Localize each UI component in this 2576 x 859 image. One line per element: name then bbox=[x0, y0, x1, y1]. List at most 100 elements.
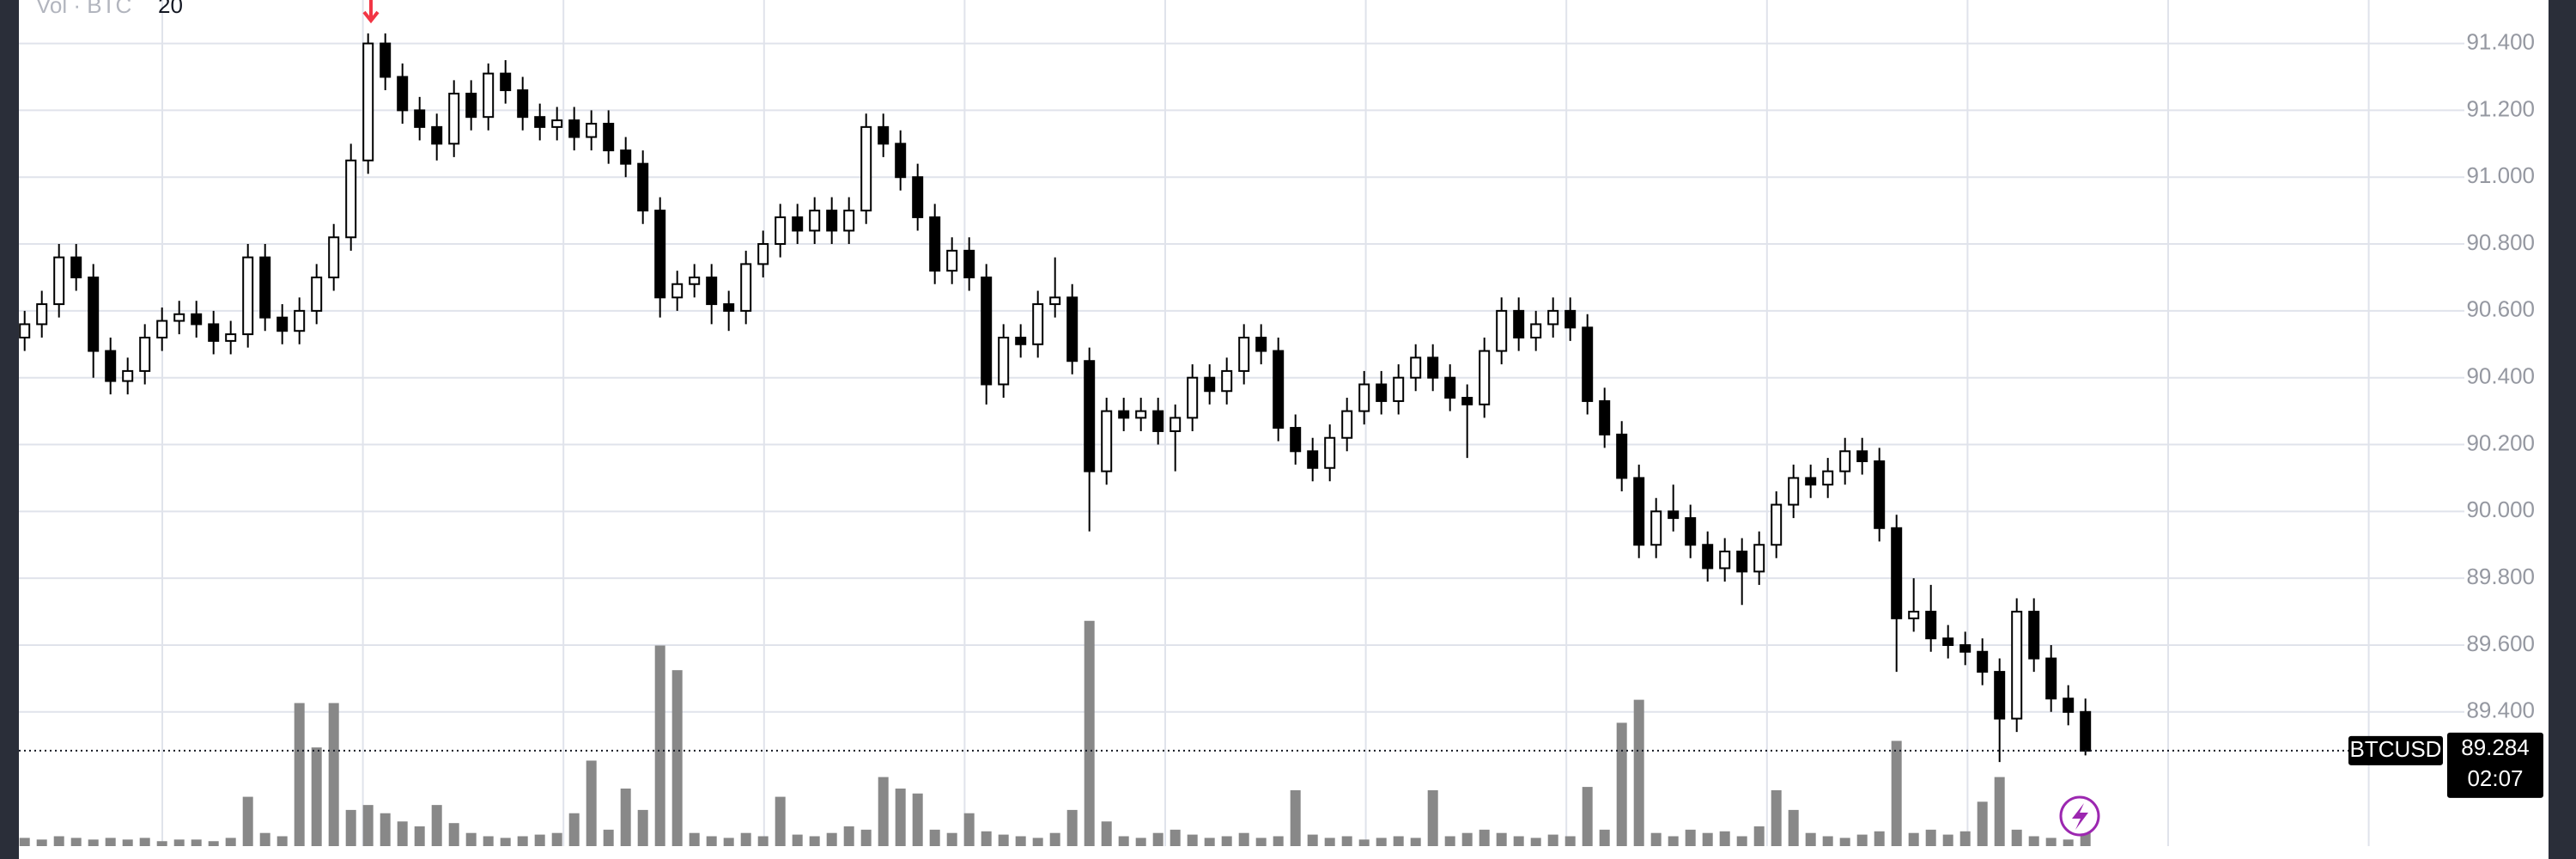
candle-body bbox=[1290, 427, 1302, 453]
candle-body bbox=[500, 72, 512, 92]
grid: 89.400 89.600 89.800 90.000 90.200 90.400 90.6… bbox=[19, 0, 2535, 846]
candle-body bbox=[723, 303, 735, 312]
volume-bar bbox=[860, 829, 872, 846]
y-tick-label: 89.600 bbox=[2466, 631, 2535, 656]
y-tick-label: 91.000 bbox=[2466, 162, 2535, 188]
candle-body bbox=[2045, 657, 2057, 700]
volume-bar bbox=[122, 839, 133, 846]
volume-bar bbox=[294, 703, 305, 846]
candle-body bbox=[1015, 336, 1027, 345]
candle-body bbox=[1616, 433, 1628, 479]
candles bbox=[19, 33, 2092, 763]
volume-bar bbox=[328, 703, 339, 846]
volume-ma-length: 20 bbox=[158, 0, 183, 18]
volume-bar bbox=[1238, 832, 1249, 846]
volume-bar bbox=[1032, 838, 1043, 846]
candle-body bbox=[1977, 650, 1989, 673]
candle-body bbox=[1221, 369, 1233, 393]
candle-body bbox=[448, 92, 460, 145]
candle-body bbox=[483, 72, 495, 119]
candle-body bbox=[1410, 356, 1422, 379]
volume-bar bbox=[1479, 829, 1490, 846]
volume-bar bbox=[723, 838, 734, 846]
volume-bar bbox=[637, 809, 648, 846]
candle-body bbox=[1668, 510, 1680, 520]
candle-body bbox=[362, 42, 374, 161]
candle-body bbox=[1084, 360, 1096, 472]
volume-bar bbox=[1049, 832, 1060, 846]
volume-bar bbox=[1170, 829, 1181, 846]
volume-bar bbox=[1496, 832, 1507, 846]
volume-bar bbox=[1633, 699, 1644, 846]
volume-bar bbox=[431, 805, 442, 846]
candle-body bbox=[173, 313, 185, 322]
candle-body bbox=[809, 210, 821, 232]
candle-body bbox=[1135, 410, 1147, 419]
candle-body bbox=[706, 276, 718, 306]
candle-body bbox=[1547, 309, 1559, 326]
lightning-bolt[interactable] bbox=[2072, 803, 2088, 830]
volume-bar bbox=[1805, 832, 1816, 846]
candle-body bbox=[2080, 710, 2092, 752]
candle-body bbox=[912, 176, 924, 218]
volume-bar bbox=[1273, 836, 1284, 846]
candle-body bbox=[225, 333, 237, 342]
volume-bar bbox=[1221, 836, 1232, 846]
candle-body bbox=[276, 316, 289, 332]
candle-body bbox=[1152, 410, 1164, 432]
volume-bar bbox=[792, 834, 803, 846]
volume-bar bbox=[191, 839, 202, 846]
candle-body bbox=[70, 256, 82, 278]
volume-bar bbox=[225, 838, 236, 846]
volume-bar bbox=[1204, 838, 1215, 846]
volume-bar bbox=[1427, 789, 1438, 846]
candle-body bbox=[517, 89, 529, 119]
candle-body bbox=[1479, 350, 1491, 405]
volume-bar bbox=[1444, 836, 1455, 846]
candle-body bbox=[2063, 698, 2075, 713]
volume-bar bbox=[843, 826, 854, 846]
candle-body bbox=[242, 256, 254, 336]
candle-body bbox=[414, 109, 426, 128]
candle-body bbox=[1788, 477, 1800, 506]
candle-body bbox=[88, 276, 100, 352]
y-tick-label: 90.800 bbox=[2466, 229, 2535, 255]
candle-body bbox=[895, 143, 907, 179]
candle-body bbox=[1994, 671, 2006, 720]
volume-bar bbox=[1066, 809, 1078, 846]
candle-body bbox=[568, 119, 580, 138]
volume-bar bbox=[500, 838, 511, 846]
volume-bar bbox=[173, 839, 185, 846]
y-tick-label: 90.200 bbox=[2466, 430, 2535, 455]
volume-bar bbox=[345, 809, 356, 846]
volume-bar bbox=[689, 832, 700, 846]
candle-body bbox=[345, 159, 357, 239]
lightning-icon[interactable] bbox=[2059, 795, 2100, 837]
candle-body bbox=[1925, 611, 1937, 640]
volume-bar bbox=[929, 829, 940, 846]
candle-body bbox=[1822, 470, 1834, 486]
volume-bar bbox=[36, 839, 47, 846]
volume-bar bbox=[1685, 829, 1696, 846]
candle-body bbox=[1856, 450, 1868, 462]
volume-bar bbox=[1084, 620, 1095, 846]
volume-legend: Vol · BTC bbox=[36, 0, 131, 18]
volume-bar bbox=[1101, 821, 1112, 846]
volume-bar bbox=[2011, 829, 2022, 846]
candle-body bbox=[1341, 410, 1353, 439]
volume-bar bbox=[2045, 838, 2057, 846]
candle-body bbox=[1805, 477, 1817, 486]
candle-body bbox=[981, 276, 993, 386]
candle-body bbox=[1513, 309, 1525, 338]
candle-body bbox=[1633, 477, 1645, 546]
volume-bar bbox=[1324, 838, 1335, 846]
y-tick-label: 91.200 bbox=[2466, 95, 2535, 121]
candle-body bbox=[1204, 376, 1216, 393]
candle-body bbox=[1959, 643, 1971, 653]
volume-bar bbox=[1290, 789, 1301, 846]
candle-body bbox=[1393, 376, 1405, 402]
volume-bar bbox=[551, 832, 562, 846]
volume-bar bbox=[998, 834, 1009, 846]
candle-body bbox=[19, 323, 31, 338]
